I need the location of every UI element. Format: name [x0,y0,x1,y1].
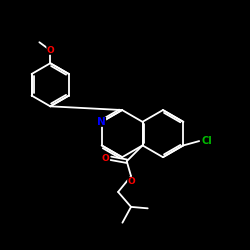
Text: N: N [97,117,106,127]
Text: O: O [127,177,135,186]
Text: O: O [102,154,110,163]
Text: Cl: Cl [202,136,212,146]
Text: O: O [46,46,54,55]
